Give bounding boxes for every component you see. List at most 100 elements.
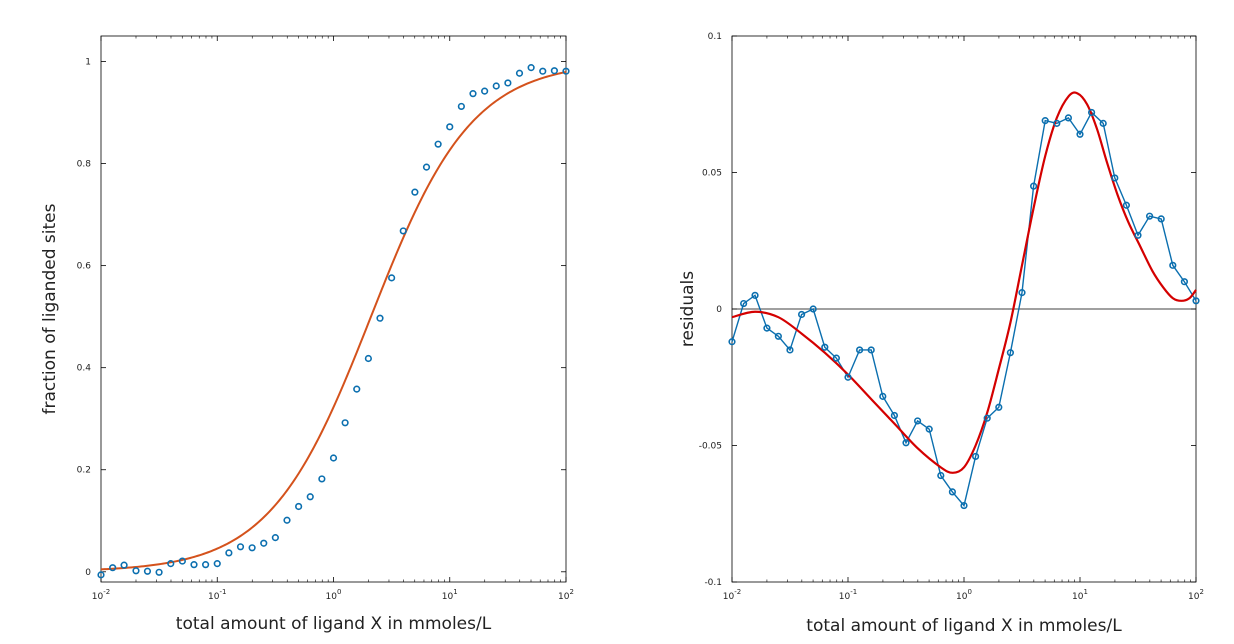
- residual-point: [1041, 117, 1049, 125]
- data-point: [143, 567, 152, 575]
- residual-point: [786, 346, 794, 354]
- residual-point: [983, 414, 991, 422]
- y-tick-label: 0.8: [77, 160, 92, 170]
- x-tick-label: 100: [326, 588, 342, 602]
- x-axis-title: total amount of ligand X in mmoles/L: [806, 616, 1122, 636]
- x-tick-label: 10-2: [723, 588, 741, 602]
- residual-point: [797, 310, 806, 319]
- y-tick-label: 0.4: [77, 364, 92, 374]
- residual-point: [1157, 215, 1165, 223]
- x-tick-label: 100: [956, 588, 972, 602]
- x-minor-ticks: [135, 36, 561, 582]
- y-axis-title: fraction of liganded sites: [40, 203, 60, 414]
- residual-point: [1099, 119, 1107, 127]
- residual-point: [867, 346, 875, 354]
- residual-point: [809, 305, 817, 313]
- data-point: [550, 67, 558, 75]
- residual-point: [890, 411, 899, 420]
- chart-binding-curve: 10-2 10-1 100 101 102 0 0.2 0.4 0.6 0.8 1 total amo…: [40, 35, 574, 634]
- x-minor-ticks: [766, 36, 1191, 582]
- plot-frame: [100, 35, 567, 583]
- data-point: [562, 67, 570, 75]
- data-point: [515, 69, 524, 77]
- residual-point: [821, 343, 829, 351]
- data-point: [295, 502, 303, 511]
- y-tick-label: 0.05: [702, 169, 722, 179]
- residual-point: [1111, 174, 1119, 182]
- residual-point: [1180, 278, 1188, 286]
- data-point: [283, 516, 291, 524]
- data-point: [446, 123, 454, 131]
- data-point: [504, 79, 512, 87]
- data-point: [97, 571, 105, 579]
- y-axis-title: residuals: [678, 271, 698, 347]
- data-point: [248, 544, 256, 552]
- residual-point: [913, 417, 922, 425]
- residual-point: [1169, 261, 1177, 269]
- residual-point: [971, 452, 980, 461]
- residual-point: [1192, 297, 1200, 305]
- y-tick-label: 0: [716, 305, 722, 315]
- data-point: [109, 564, 117, 572]
- residual-point: [1122, 201, 1130, 209]
- y-tick-label: 0.6: [77, 262, 92, 272]
- residual-point: [1018, 289, 1026, 297]
- data-point: [318, 475, 326, 483]
- fit-curve: [100, 71, 567, 571]
- data-point: [399, 227, 407, 235]
- y-tick-label: -0.05: [699, 442, 722, 452]
- y-tick-label: -0.1: [704, 578, 722, 588]
- residual-line: [731, 111, 1197, 508]
- x-tick-label: 102: [1188, 588, 1204, 602]
- residual-point: [1087, 108, 1096, 117]
- data-point: [271, 534, 279, 542]
- data-point: [492, 82, 500, 90]
- x-tick-label: 10-1: [839, 588, 857, 602]
- residual-point: [1145, 212, 1154, 220]
- data-point: [202, 561, 210, 569]
- x-tick-label: 10-2: [92, 588, 110, 602]
- data-point: [260, 539, 268, 547]
- data-point: [434, 140, 442, 148]
- residual-point: [728, 338, 736, 346]
- residual-point: [832, 354, 840, 362]
- residual-point: [1134, 231, 1142, 239]
- data-point: [364, 354, 372, 363]
- x-axis-title: total amount of ligand X in mmoles/L: [176, 614, 492, 634]
- data-point: [341, 419, 349, 427]
- data-point: [481, 87, 489, 95]
- residual-point: [925, 425, 933, 433]
- x-tick-label: 101: [1072, 588, 1088, 602]
- data-point: [178, 557, 186, 565]
- data-point: [190, 561, 198, 569]
- data-point: [469, 90, 477, 98]
- data-point: [236, 543, 245, 551]
- y-tick-label: 0: [85, 568, 91, 578]
- data-point: [225, 549, 233, 557]
- y-tick-label: 0.2: [77, 466, 91, 476]
- x-tick-label: 102: [558, 588, 574, 602]
- data-point: [388, 274, 396, 282]
- x-tick-label: 10-1: [208, 588, 226, 602]
- data-point: [155, 568, 163, 576]
- data-point: [376, 314, 384, 322]
- residual-point: [902, 439, 910, 447]
- data-point: [539, 67, 547, 75]
- data-point: [527, 64, 535, 72]
- residual-point: [774, 332, 782, 340]
- data-point: [457, 102, 465, 111]
- residual-point: [1064, 114, 1072, 122]
- x-tick-label: 101: [442, 588, 458, 602]
- residual-point: [1006, 349, 1015, 357]
- residual-point: [844, 373, 852, 381]
- data-point: [120, 561, 128, 569]
- residual-point: [751, 291, 759, 299]
- residual-point: [855, 346, 864, 354]
- residual-point: [960, 501, 968, 510]
- data-point: [329, 454, 338, 462]
- residual-point: [879, 392, 887, 400]
- chart-residuals: 10-2 10-1 100 101 102 -0.1 -0.05 0 0.05 0.1 total …: [678, 32, 1204, 636]
- y-tick-label: 1: [85, 58, 91, 68]
- smooth-curve: [731, 91, 1197, 474]
- data-point: [422, 163, 431, 171]
